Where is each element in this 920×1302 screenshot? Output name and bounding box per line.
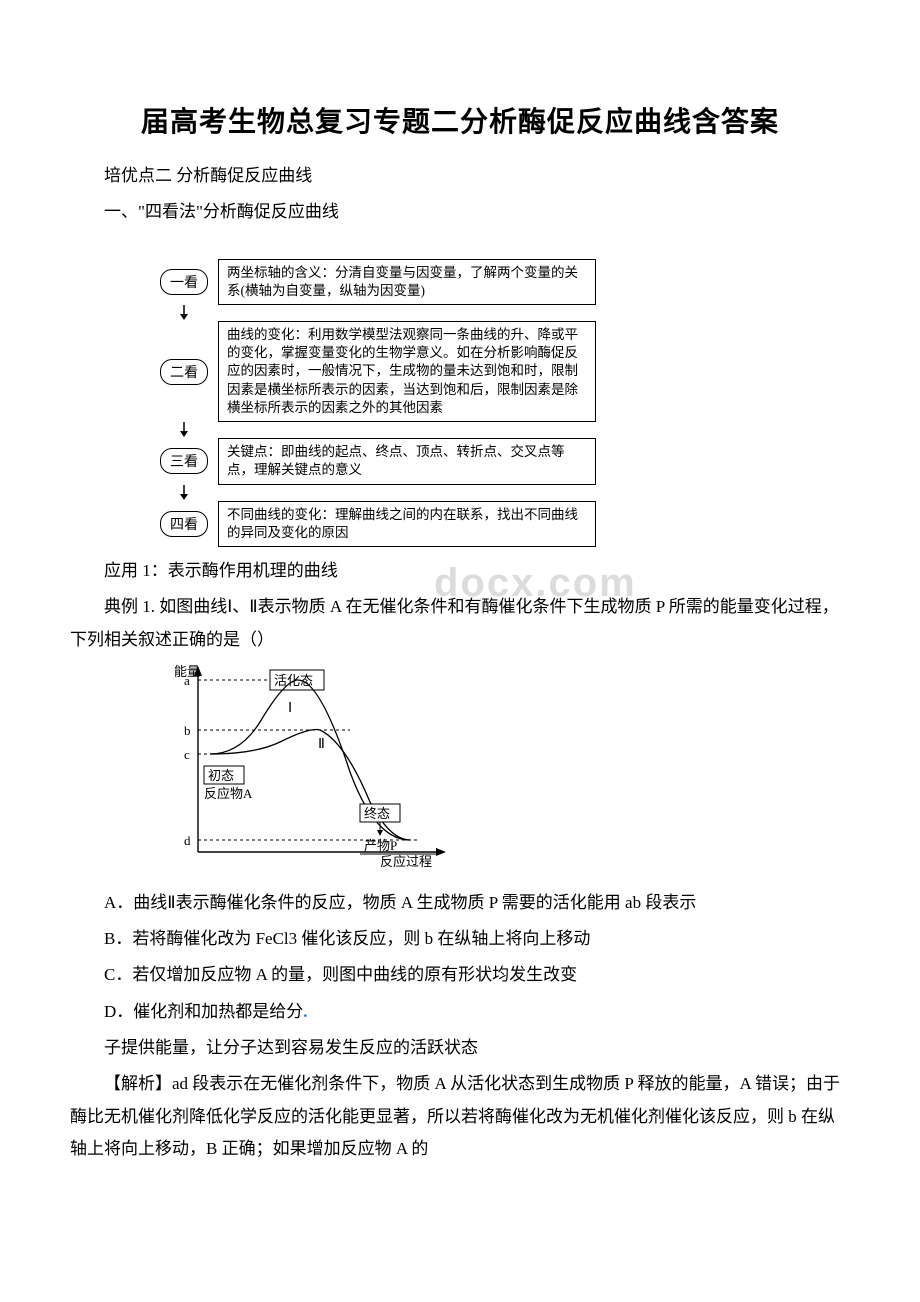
flow-box-1: 两坐标轴的含义：分清自变量与因变量，了解两个变量的关系(横轴为自变量，纵轴为因变… xyxy=(218,259,596,305)
chart-tick-c: c xyxy=(184,747,190,762)
option-D-line1: D．催化剂和加热都是给分. xyxy=(104,996,850,1028)
flow-arrow-1 xyxy=(160,305,208,321)
chart-label-reactant: 反应物A xyxy=(204,786,253,801)
chart-xlabel: 反应过程 xyxy=(380,854,432,869)
flow-box-4: 不同曲线的变化：理解曲线之间的内在联系，找出不同曲线的异同及变化的原因 xyxy=(218,501,596,547)
flow-step-3: 三看 关键点：即曲线的起点、终点、顶点、转折点、交叉点等点，理解关键点的意义 xyxy=(160,438,850,484)
flow-badge-3: 三看 xyxy=(160,448,208,474)
flow-badge-4: 四看 xyxy=(160,511,208,537)
intro-line-2: 一、"四看法"分析酶促反应曲线 xyxy=(104,196,850,228)
flow-box-3: 关键点：即曲线的起点、终点、顶点、转折点、交叉点等点，理解关键点的意义 xyxy=(218,438,596,484)
chart-box-final: 终态 xyxy=(364,806,390,821)
chart-box-initial: 初态 xyxy=(208,768,234,783)
energy-diagram: 能量 a b c d 活化态 Ⅰ Ⅱ 初态 反应物A 终态 xyxy=(160,662,850,877)
flow-arrow-3 xyxy=(160,485,208,501)
flow-step-4: 四看 不同曲线的变化：理解曲线之间的内在联系，找出不同曲线的异同及变化的原因 xyxy=(160,501,850,547)
watermark-text: docx.com xyxy=(400,545,637,621)
flow-box-2: 曲线的变化：利用数学模型法观察同一条曲线的升、降或平的变化，掌握变量变化的生物学… xyxy=(218,321,596,422)
chart-label-II: Ⅱ xyxy=(318,737,325,752)
chart-tick-d: d xyxy=(184,833,191,848)
chart-tick-b: b xyxy=(184,723,191,738)
option-A: A．曲线Ⅱ表示酶催化条件的反应，物质 A 生成物质 P 需要的活化能用 ab 段… xyxy=(104,887,850,919)
intro-line-1: 培优点二 分析酶促反应曲线 xyxy=(104,160,850,192)
chart-label-I: Ⅰ xyxy=(288,701,292,716)
flow-step-1: 一看 两坐标轴的含义：分清自变量与因变量，了解两个变量的关系(横轴为自变量，纵轴… xyxy=(160,259,850,305)
chart-tick-a: a xyxy=(184,673,190,688)
option-D-line2: 子提供能量，让分子达到容易发生反应的活跃状态 xyxy=(104,1032,850,1064)
flow-badge-2: 二看 xyxy=(160,359,208,385)
four-look-flowchart: 一看 两坐标轴的含义：分清自变量与因变量，了解两个变量的关系(横轴为自变量，纵轴… xyxy=(160,259,850,547)
blue-dot-icon: . xyxy=(303,1002,307,1021)
option-D-pre: D．催化剂和加热都是给分 xyxy=(104,1002,303,1021)
flow-badge-1: 一看 xyxy=(160,269,208,295)
flow-step-2: 二看 曲线的变化：利用数学模型法观察同一条曲线的升、降或平的变化，掌握变量变化的… xyxy=(160,321,850,422)
chart-label-product: 产物P xyxy=(364,838,397,853)
application-1-label: 应用 1：表示酶作用机理的曲线 xyxy=(104,561,338,580)
flow-arrow-2 xyxy=(160,422,208,438)
option-C: C．若仅增加反应物 A 的量，则图中曲线的原有形状均发生改变 xyxy=(104,959,850,991)
analysis-paragraph: 【解析】ad 段表示在无催化剂条件下，物质 A 从活化状态到生成物质 P 释放的… xyxy=(70,1068,850,1165)
page-title: 届高考生物总复习专题二分析酶促反应曲线含答案 xyxy=(70,100,850,140)
option-B: B．若将酶催化改为 FeCl3 催化该反应，则 b 在纵轴上将向上移动 xyxy=(104,923,850,955)
